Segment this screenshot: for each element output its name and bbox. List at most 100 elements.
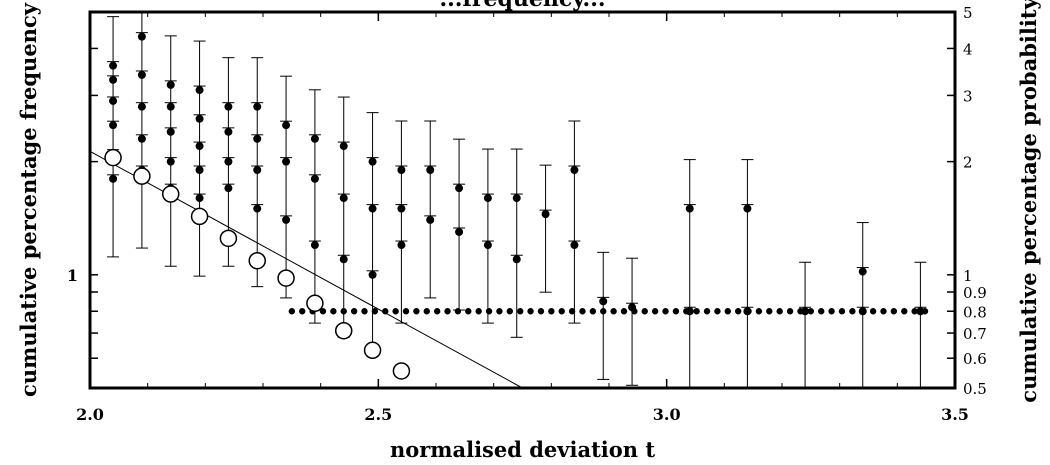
right-y-tick-label: 0.6 (963, 350, 987, 368)
baseline-point (361, 308, 368, 315)
filled-point (137, 134, 146, 143)
filled-point (137, 32, 146, 41)
open-circle-point (219, 229, 238, 248)
filled-point (368, 157, 377, 166)
filled-point (368, 204, 377, 213)
filled-point (253, 204, 262, 213)
plot-frame (88, 10, 957, 390)
baseline-point (693, 308, 700, 315)
filled-point (109, 75, 118, 84)
x-tick-label: 3.0 (653, 405, 681, 424)
baseline-point (350, 308, 358, 315)
filled-point (426, 166, 435, 175)
filled-point (109, 96, 118, 105)
filled-point (628, 303, 637, 312)
baseline-point (589, 308, 597, 315)
baseline-point (869, 308, 877, 315)
x-tick-label: 2.0 (76, 405, 104, 424)
right-y-tick-label: 3 (963, 87, 973, 105)
filled-point (570, 241, 579, 250)
open-circle-point (161, 185, 180, 203)
x-tick-label: 3.5 (941, 405, 969, 424)
filled-point (166, 157, 175, 166)
left-y-tick-label: 1 (67, 266, 78, 285)
baseline-point (444, 308, 451, 315)
filled-point (339, 194, 348, 203)
filled-point (455, 184, 464, 193)
baseline-point (911, 308, 918, 315)
filled-point (109, 61, 118, 70)
open-circle-point (277, 269, 295, 287)
baseline-point (423, 308, 430, 315)
baseline-point (579, 308, 586, 315)
filled-point (339, 142, 348, 151)
filled-point (570, 166, 579, 175)
baseline-point (454, 308, 462, 315)
baseline-point (371, 308, 379, 315)
filled-point (282, 121, 291, 130)
baseline-point (807, 308, 815, 315)
filled-point (368, 270, 377, 279)
right-y-tick-label: 0.5 (963, 380, 987, 398)
filled-point (858, 267, 867, 276)
baseline-point (496, 308, 503, 315)
right-y-tick-label: 0.7 (963, 325, 987, 343)
filled-point (483, 194, 492, 203)
filled-point (483, 241, 492, 250)
filled-point (195, 166, 204, 175)
baseline-point (485, 308, 493, 315)
right-y-tick-label: 4 (963, 40, 973, 58)
filled-point (858, 307, 867, 316)
filled-point (397, 241, 406, 250)
baseline-point (465, 308, 472, 315)
filled-point (195, 194, 204, 203)
baseline-point (703, 308, 711, 315)
open-circle-point (334, 321, 353, 340)
baseline-point (340, 308, 347, 315)
baseline-point (714, 308, 721, 315)
filled-point (224, 127, 233, 136)
baseline-point (662, 308, 669, 315)
open-circle-point (363, 341, 382, 360)
open-circle-point (104, 148, 122, 167)
baseline-point (475, 308, 482, 315)
filled-point (455, 227, 464, 236)
baseline-point (880, 308, 887, 315)
filled-point (685, 307, 694, 316)
baseline-point (651, 308, 659, 315)
filled-point (224, 157, 233, 166)
trend-line (89, 150, 523, 389)
baseline-point (672, 308, 680, 315)
filled-point (224, 184, 233, 193)
open-circle-point (190, 207, 209, 226)
baseline-point (734, 308, 742, 315)
x-axis-title: normalised deviation t (390, 437, 655, 462)
filled-point (166, 127, 175, 136)
filled-point (512, 255, 521, 264)
x-tick-label: 2.5 (364, 405, 392, 424)
filled-point (310, 134, 319, 143)
baseline-point (818, 308, 825, 315)
baseline-point (776, 308, 783, 315)
baseline-point (786, 308, 794, 315)
baseline-point (849, 308, 856, 315)
baseline-point (641, 308, 648, 315)
baseline-point (755, 308, 763, 315)
right-y-tick-label: 1 (963, 267, 973, 285)
baseline-point (392, 308, 399, 315)
baseline-point (558, 308, 565, 315)
baseline-point (506, 308, 514, 315)
baseline-point (402, 308, 410, 315)
filled-point (801, 307, 810, 316)
filled-point (109, 121, 118, 130)
baseline-point (330, 308, 337, 315)
baseline-point (319, 308, 327, 315)
open-circle-point (306, 294, 324, 313)
filled-point (166, 80, 175, 89)
baseline-point (516, 308, 524, 315)
filled-point (599, 297, 608, 306)
filled-point (224, 102, 233, 111)
open-circle-point (133, 167, 151, 185)
baseline-point (600, 308, 607, 315)
